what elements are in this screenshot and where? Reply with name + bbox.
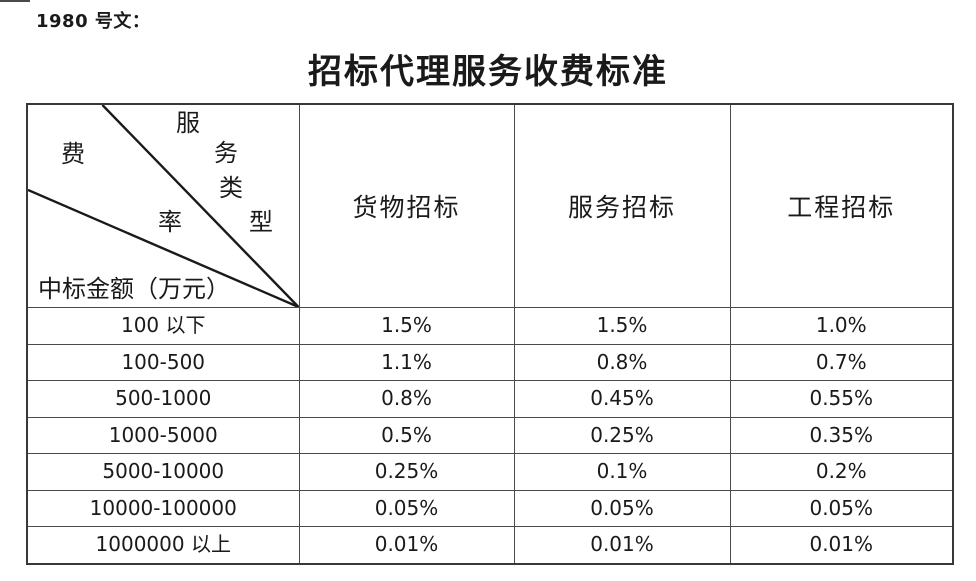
table-header-row: 服 务 类 型 费 率 中标金额（万元） 货物招标 服务招标 工程招标 bbox=[26, 103, 954, 308]
goods-rate-cell: 0.05% bbox=[298, 489, 515, 527]
service-rate-cell: 0.01% bbox=[513, 526, 731, 564]
amount-range-cell: 1000-5000 bbox=[26, 416, 300, 454]
diagonal-line-upper bbox=[101, 105, 298, 307]
goods-rate-cell: 0.8% bbox=[298, 380, 515, 418]
service-rate-cell: 1.5% bbox=[513, 307, 731, 345]
engineering-rate-cell: 0.7% bbox=[729, 343, 954, 381]
goods-rate-cell: 0.25% bbox=[298, 453, 515, 491]
engineering-rate-cell: 0.2% bbox=[729, 453, 954, 491]
corner-rate-char-2: 率 bbox=[158, 210, 182, 236]
diagonal-line-lower bbox=[28, 188, 298, 307]
doc-number: 1980 号文： bbox=[36, 11, 151, 32]
corner-service-type-char-2: 务 bbox=[214, 141, 238, 167]
column-header-engineering: 工程招标 bbox=[729, 103, 954, 308]
fee-standard-table: 服 务 类 型 费 率 中标金额（万元） 货物招标 服务招标 工程招标 100 … bbox=[26, 103, 954, 565]
corner-service-type-char-4: 型 bbox=[249, 210, 273, 236]
amount-range-cell: 100 以下 bbox=[26, 307, 300, 345]
table-corner-cell: 服 务 类 型 费 率 中标金额（万元） bbox=[26, 103, 300, 308]
amount-range-cell: 100-500 bbox=[26, 343, 300, 381]
amount-range-cell: 500-1000 bbox=[26, 380, 300, 418]
table-row: 1000-5000 0.5% 0.25% 0.35% bbox=[26, 416, 954, 454]
diagonal-divider-lines bbox=[28, 105, 298, 307]
engineering-rate-cell: 0.35% bbox=[729, 416, 954, 454]
amount-range-cell: 5000-10000 bbox=[26, 453, 300, 491]
table-row: 100 以下 1.5% 1.5% 1.0% bbox=[26, 307, 954, 345]
corner-rate-char-1: 费 bbox=[61, 142, 85, 168]
column-header-goods: 货物招标 bbox=[298, 103, 515, 308]
service-rate-cell: 0.1% bbox=[513, 453, 731, 491]
service-rate-cell: 0.05% bbox=[513, 489, 731, 527]
table-row: 1000000 以上 0.01% 0.01% 0.01% bbox=[26, 526, 954, 564]
amount-range-cell: 1000000 以上 bbox=[26, 526, 300, 564]
goods-rate-cell: 1.1% bbox=[298, 343, 515, 381]
table-row: 500-1000 0.8% 0.45% 0.55% bbox=[26, 380, 954, 418]
engineering-rate-cell: 0.05% bbox=[729, 489, 954, 527]
goods-rate-cell: 1.5% bbox=[298, 307, 515, 345]
table-row: 5000-10000 0.25% 0.1% 0.2% bbox=[26, 453, 954, 491]
service-rate-cell: 0.25% bbox=[513, 416, 731, 454]
engineering-rate-cell: 1.0% bbox=[729, 307, 954, 345]
page-edge-mark bbox=[0, 0, 30, 2]
table-row: 10000-100000 0.05% 0.05% 0.05% bbox=[26, 489, 954, 527]
engineering-rate-cell: 0.01% bbox=[729, 526, 954, 564]
table-row: 100-500 1.1% 0.8% 0.7% bbox=[26, 343, 954, 381]
corner-service-type-char-3: 类 bbox=[219, 176, 243, 202]
corner-service-type-char-1: 服 bbox=[176, 111, 200, 137]
corner-amount-label: 中标金额（万元） bbox=[38, 277, 230, 303]
engineering-rate-cell: 0.55% bbox=[729, 380, 954, 418]
amount-range-cell: 10000-100000 bbox=[26, 489, 300, 527]
page-title: 招标代理服务收费标准 bbox=[308, 54, 668, 91]
column-header-service: 服务招标 bbox=[513, 103, 731, 308]
service-rate-cell: 0.45% bbox=[513, 380, 731, 418]
goods-rate-cell: 0.01% bbox=[298, 526, 515, 564]
goods-rate-cell: 0.5% bbox=[298, 416, 515, 454]
service-rate-cell: 0.8% bbox=[513, 343, 731, 381]
